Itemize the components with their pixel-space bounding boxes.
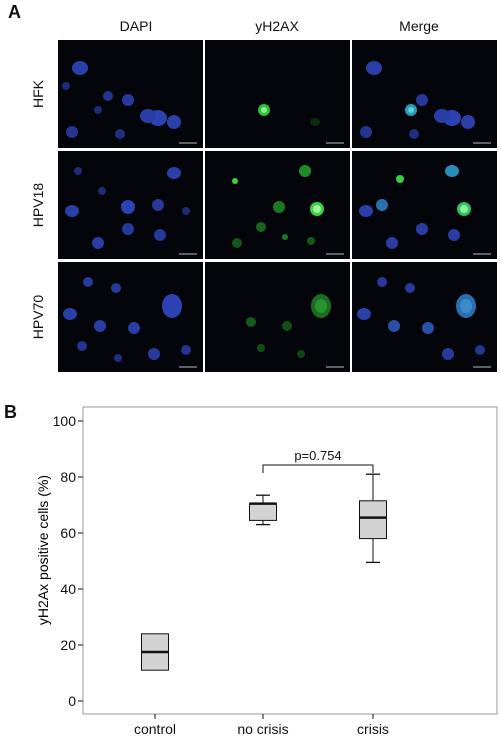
x-tick-label: crisis bbox=[357, 721, 389, 737]
x-tick-label: control bbox=[134, 721, 176, 737]
box-no-crisis bbox=[249, 503, 277, 521]
micrograph-hpv70-merge bbox=[352, 262, 497, 372]
micrograph-hpv70-yh2ax bbox=[205, 262, 350, 372]
micrograph-hpv18-dapi bbox=[58, 151, 203, 259]
y-axis-label: yH2Ax positive cells (%) bbox=[35, 475, 51, 625]
x-tick-label: no crisis bbox=[237, 721, 288, 737]
y-tick-label: 40 bbox=[60, 581, 76, 597]
micrograph-hfk-yh2ax bbox=[205, 40, 350, 148]
micrograph-hpv18-yh2ax bbox=[205, 151, 350, 259]
row-label-hpv18: HPV18 bbox=[30, 182, 46, 228]
micrograph-hfk-dapi bbox=[58, 40, 203, 148]
y-tick-label: 20 bbox=[60, 637, 76, 653]
y-tick-label: 0 bbox=[68, 693, 76, 709]
row-label-hpv70: HPV70 bbox=[30, 294, 46, 340]
column-header-yh2ax: yH2AX bbox=[255, 18, 299, 34]
y-tick-label: 60 bbox=[60, 525, 76, 541]
micrograph-hpv70-dapi bbox=[58, 262, 203, 372]
row-label-hfk: HFK bbox=[30, 80, 46, 108]
p-value-label: p=0.754 bbox=[294, 448, 341, 463]
boxplot-chart: yH2Ax positive cells (%) 0 20 40 60 80 100 con… bbox=[35, 406, 498, 737]
column-header-dapi: DAPI bbox=[119, 18, 153, 34]
plot-frame bbox=[82, 406, 498, 715]
column-header-merge: Merge bbox=[399, 18, 439, 34]
y-tick-label: 80 bbox=[60, 469, 76, 485]
panel-a-letter: A bbox=[8, 2, 21, 22]
significance-bracket bbox=[262, 464, 374, 473]
micrograph-hpv18-merge bbox=[352, 151, 497, 259]
panel-b-letter: B bbox=[4, 402, 17, 422]
box-crisis bbox=[359, 500, 387, 540]
micrograph-hfk-merge bbox=[352, 40, 497, 148]
y-tick-label: 100 bbox=[53, 413, 77, 429]
